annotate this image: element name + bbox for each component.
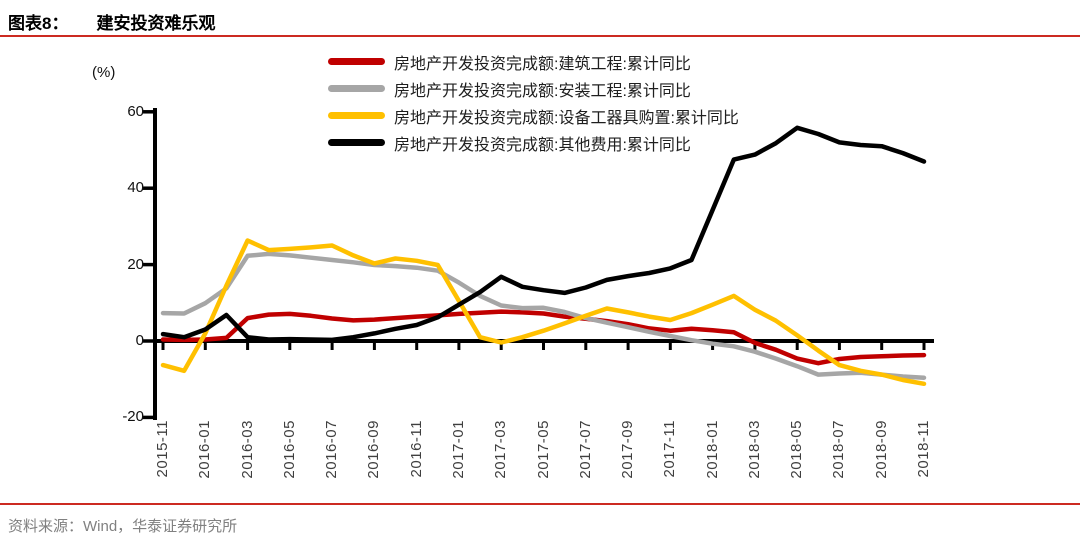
y-axis-label: -20 bbox=[122, 408, 144, 426]
legend-label: 房地产开发投资完成额:建筑工程:累计同比 bbox=[394, 55, 691, 73]
legend-swatch-installation bbox=[328, 85, 385, 92]
x-axis-label: 2017-05 bbox=[534, 420, 552, 479]
x-axis-label: 2017-01 bbox=[449, 420, 467, 479]
legend-label: 房地产开发投资完成额:安装工程:累计同比 bbox=[394, 82, 691, 100]
x-axis-label: 2018-11 bbox=[915, 420, 932, 478]
x-axis-label: 2018-03 bbox=[745, 420, 763, 479]
y-axis-unit-label: (%) bbox=[92, 64, 116, 81]
source-text: 资料来源：Wind，华泰证券研究所 bbox=[8, 518, 238, 535]
legend-label: 房地产开发投资完成额:其他费用:累计同比 bbox=[394, 136, 691, 154]
y-axis-label: 0 bbox=[135, 332, 144, 349]
x-axis-label: 2017-07 bbox=[576, 420, 594, 479]
x-axis-label: 2016-03 bbox=[238, 420, 256, 479]
x-axis-label: 2016-11 bbox=[407, 420, 425, 478]
legend-label: 房地产开发投资完成额:设备工器具购置:累计同比 bbox=[394, 109, 739, 127]
page-title: 建安投资难乐观 bbox=[96, 14, 216, 33]
x-axis-label: 2016-07 bbox=[323, 420, 341, 479]
legend-item: 房地产开发投资完成额:安装工程:累计同比 bbox=[328, 75, 739, 102]
legend-swatch-construction bbox=[328, 58, 385, 65]
legend-swatch-other-fees bbox=[328, 139, 385, 146]
x-axis-label: 2018-09 bbox=[872, 420, 890, 479]
x-axis-label: 2015-11 bbox=[154, 420, 171, 478]
y-axis-label: 20 bbox=[127, 255, 144, 273]
legend: 房地产开发投资完成额:建筑工程:累计同比 房地产开发投资完成额:安装工程:累计同… bbox=[328, 48, 739, 156]
title-rule bbox=[0, 35, 1080, 37]
x-axis-label: 2017-03 bbox=[492, 420, 510, 479]
y-axis-label: 40 bbox=[127, 179, 144, 197]
legend-item: 房地产开发投资完成额:建筑工程:累计同比 bbox=[328, 48, 739, 75]
footer-rule bbox=[0, 503, 1080, 505]
plot-svg bbox=[142, 108, 934, 420]
x-axis-label: 2017-11 bbox=[661, 420, 679, 478]
figure-label: 图表8： bbox=[8, 14, 69, 33]
x-axis-label: 2018-01 bbox=[703, 420, 721, 479]
header: 图表8： 建安投资难乐观 bbox=[8, 9, 215, 34]
x-axis-label: 2016-05 bbox=[280, 420, 298, 479]
x-axis-label: 2016-01 bbox=[196, 420, 214, 479]
x-axis-label: 2016-09 bbox=[365, 420, 383, 479]
x-axis-label: 2018-07 bbox=[830, 420, 848, 479]
y-axis-label: 60 bbox=[127, 102, 144, 120]
legend-item: 房地产开发投资完成额:其他费用:累计同比 bbox=[328, 129, 739, 156]
legend-swatch-equipment bbox=[328, 112, 385, 119]
x-axis-label: 2018-05 bbox=[788, 420, 806, 479]
x-axis-label: 2017-09 bbox=[619, 420, 637, 479]
legend-item: 房地产开发投资完成额:设备工器具购置:累计同比 bbox=[328, 102, 739, 129]
chart: (%) 60 40 20 0 -20 2015-11 2016-01 2016-03 2016… bbox=[0, 38, 1080, 503]
